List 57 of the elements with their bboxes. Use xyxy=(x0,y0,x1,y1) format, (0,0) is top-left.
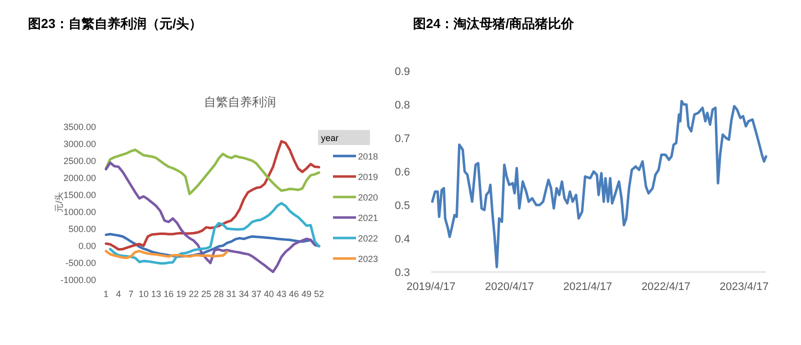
x-tick-label: 37 xyxy=(251,289,262,299)
x-tick-label: 49 xyxy=(301,289,312,299)
chart-subtitle: 自繁自养利润 xyxy=(204,95,276,109)
y-tick-label: 0.7 xyxy=(394,133,410,145)
y-tick-label: 0.9 xyxy=(394,66,410,78)
x-tick-label: 13 xyxy=(151,289,162,299)
line-series xyxy=(104,140,320,251)
line-series xyxy=(108,202,320,265)
y-tick-label: 1500.00 xyxy=(63,190,96,200)
x-tick-label: 40 xyxy=(264,289,274,299)
x-tick-label: 10 xyxy=(138,289,149,299)
x-tick-label: 16 xyxy=(164,289,174,299)
x-tick-label: 28 xyxy=(214,289,224,299)
y-tick-label: 1000.00 xyxy=(63,207,96,217)
y-tick-label: -1000.00 xyxy=(60,275,96,285)
x-tick-label: 52 xyxy=(314,289,324,299)
x-tick-label: 2023/4/17 xyxy=(720,281,769,293)
y-tick-label: 500.00 xyxy=(68,224,96,234)
x-tick-label: 2021/4/17 xyxy=(563,281,612,293)
x-tick-label: 34 xyxy=(238,289,249,299)
y-tick-label: -500.00 xyxy=(65,258,96,268)
line-series xyxy=(431,100,768,268)
y-tick-label: 0.00 xyxy=(78,241,96,251)
y-tick-label: 0.3 xyxy=(394,267,410,279)
legend-label: 2023 xyxy=(358,254,378,264)
y-tick-label: 0.6 xyxy=(394,166,410,178)
x-tick-label: 22 xyxy=(188,289,199,299)
x-tick-label: 2019/4/17 xyxy=(406,281,456,293)
line-series xyxy=(104,148,320,196)
x-tick-label: 2022/4/17 xyxy=(641,281,690,293)
y-tick-label: 3000.00 xyxy=(63,139,96,149)
chart-title: 图23：自繁自养利润（元/头） xyxy=(28,16,202,31)
line-series xyxy=(104,161,320,274)
legend-label: 2018 xyxy=(358,152,378,162)
line-series xyxy=(104,250,228,260)
legend-title: year xyxy=(321,133,339,143)
x-tick-label: 19 xyxy=(176,289,186,299)
y-tick-label: 0.4 xyxy=(394,234,410,246)
y-tick-label: 3500.00 xyxy=(63,122,96,132)
legend-label: 2019 xyxy=(358,172,378,182)
legend-label: 2022 xyxy=(358,234,378,244)
legend-label: 2020 xyxy=(358,192,378,202)
x-tick-label: 46 xyxy=(288,289,299,299)
x-tick-label: 2020/4/17 xyxy=(484,281,534,293)
x-tick-label: 31 xyxy=(226,289,236,299)
y-axis-title: 元/头 xyxy=(54,192,64,212)
x-tick-label: 1 xyxy=(103,289,109,299)
x-tick-label: 43 xyxy=(276,289,286,299)
legend-label: 2021 xyxy=(358,213,378,223)
y-tick-label: 0.8 xyxy=(394,100,410,112)
y-tick-label: 0.5 xyxy=(394,200,410,212)
y-tick-label: 2000.00 xyxy=(63,173,96,183)
chart-title: 图24：淘汰母猪/商品猪比价 xyxy=(413,16,576,31)
y-tick-label: 2500.00 xyxy=(63,156,96,166)
x-tick-label: 25 xyxy=(201,289,212,299)
x-tick-label: 7 xyxy=(128,289,134,299)
x-tick-label: 4 xyxy=(116,289,122,299)
